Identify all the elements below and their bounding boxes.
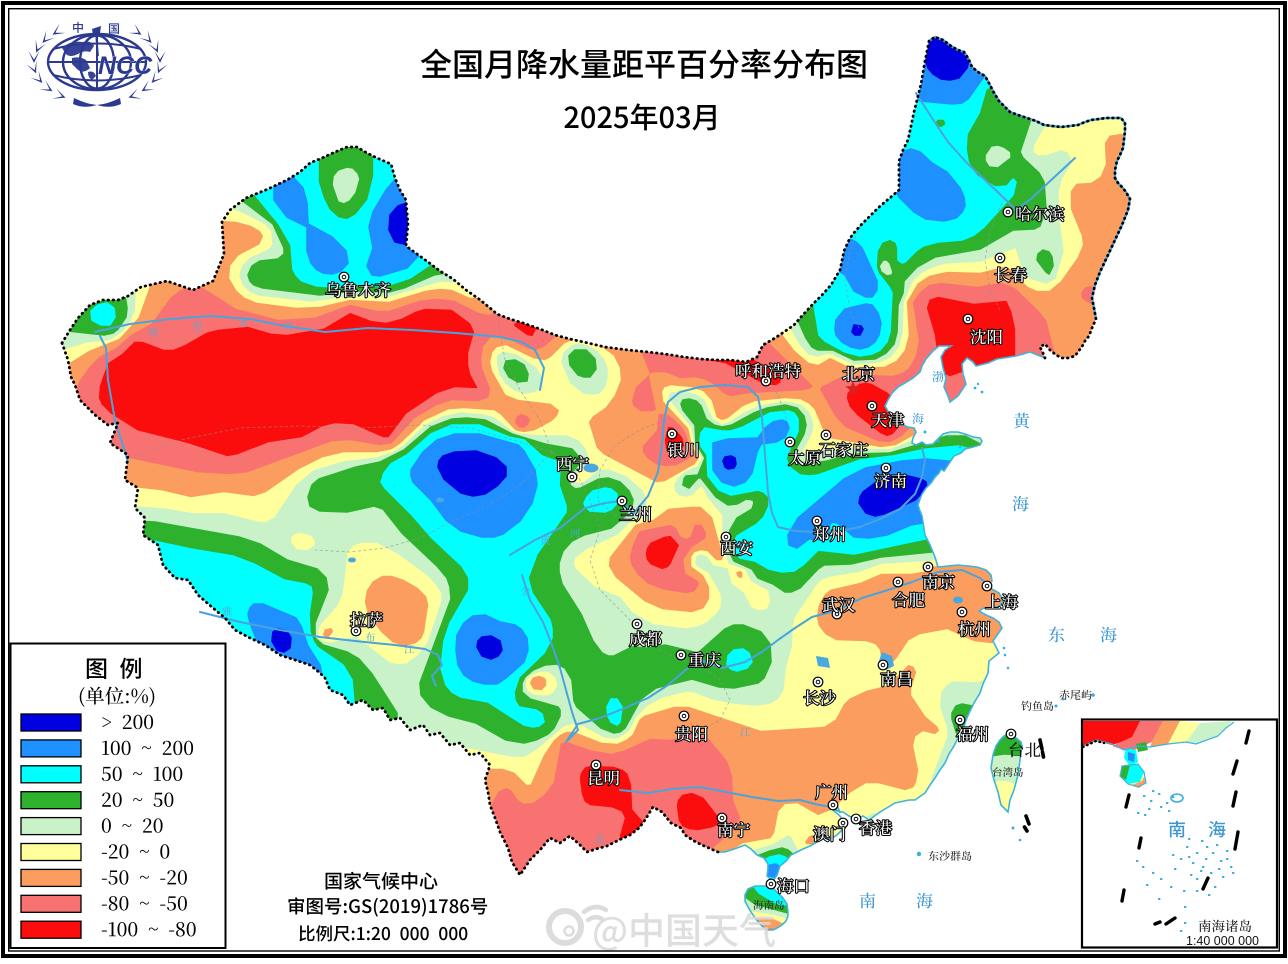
svg-text:1:40 000 000: 1:40 000 000 (1186, 934, 1259, 948)
svg-text:NCC: NCC (98, 52, 153, 80)
